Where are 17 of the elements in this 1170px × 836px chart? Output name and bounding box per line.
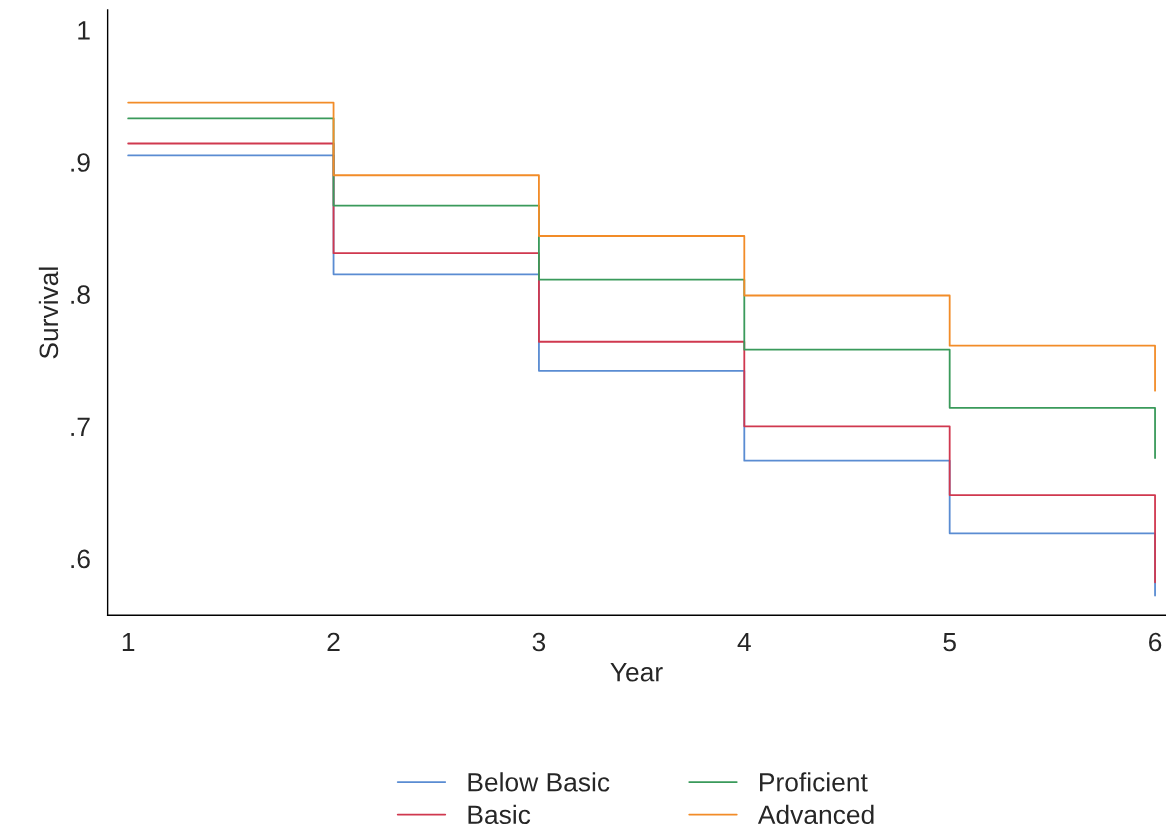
x-tick-label: 5 [943, 632, 956, 652]
x-tick-label: 6 [1149, 632, 1162, 652]
y-tick-label: .7 [71, 417, 90, 436]
x-tick-label: 3 [532, 632, 546, 652]
x-tick-label: 4 [737, 632, 751, 652]
legend-label: Advanced [757, 804, 874, 825]
y-tick-label: .6 [71, 549, 90, 569]
y-tick-label: .8 [71, 285, 90, 304]
x-axis-title: Year [610, 663, 663, 682]
x-tick-label: 1 [122, 632, 135, 652]
y-tick-label: 1 [78, 21, 90, 40]
legend-label: Basic [468, 804, 531, 825]
y-axis-title: Survival [38, 267, 59, 359]
y-tick-label: .9 [71, 153, 90, 172]
legend-label: Proficient [760, 772, 868, 792]
legend-label: Below Basic [468, 772, 610, 792]
x-tick-label: 2 [327, 632, 340, 652]
